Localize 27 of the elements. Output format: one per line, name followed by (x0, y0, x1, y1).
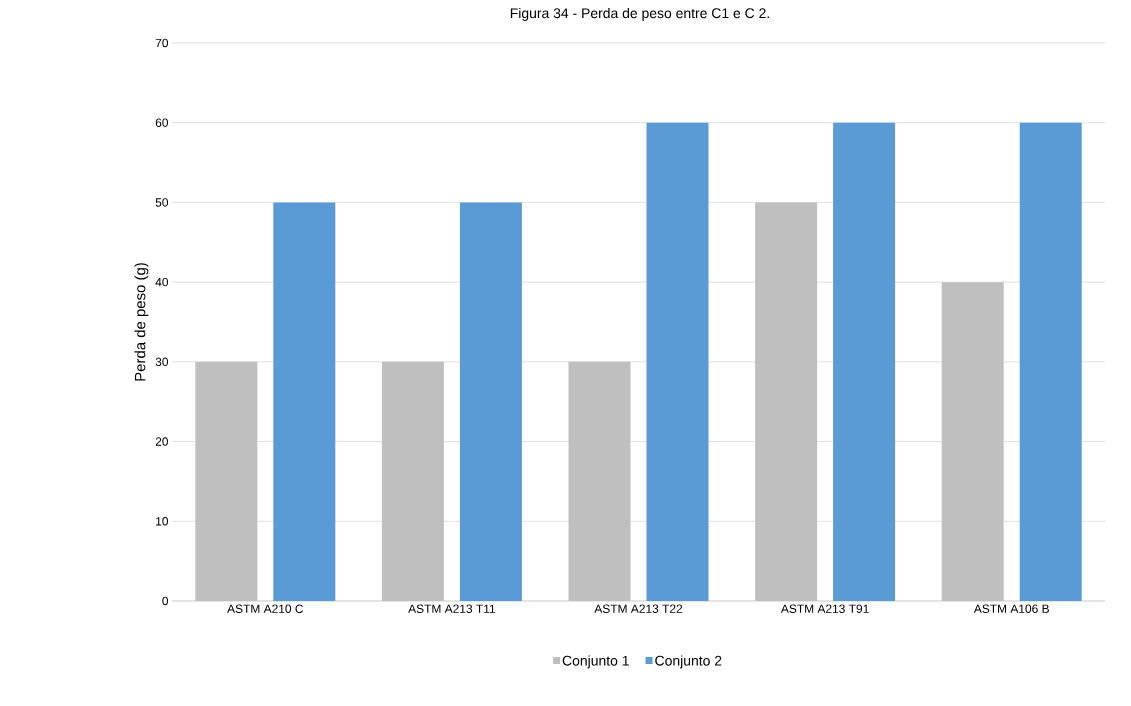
bar (273, 202, 336, 601)
bar (646, 122, 709, 601)
bar (195, 361, 258, 601)
x-tick-label: ASTM A213 T11 (408, 604, 496, 613)
y-tick-label: 0 (162, 596, 169, 606)
y-tick-label: 20 (155, 437, 169, 446)
x-tick-label: ASTM A106 B (973, 604, 1049, 613)
y-tick-label: 50 (155, 198, 169, 207)
x-tick-label: ASTM A213 T22 (594, 604, 683, 613)
chart-title: Figura 34 - Perda de peso entre C1 e C 2. (510, 7, 769, 21)
bar (459, 202, 522, 601)
bar (941, 282, 1004, 601)
x-tick-label: ASTM A213 T91 (780, 604, 869, 613)
y-tick-label: 10 (156, 517, 169, 526)
x-tick-label: ASTM A210 C (227, 604, 304, 613)
bar (833, 122, 896, 601)
bar (381, 361, 444, 601)
bar (1019, 122, 1082, 601)
y-tick-label: 70 (155, 38, 169, 48)
bar (568, 361, 631, 601)
bar (755, 202, 818, 601)
y-tick-label: 60 (155, 118, 169, 127)
y-axis-title: Perda de peso (g) (134, 263, 149, 381)
legend-label: Conjunto 1 (562, 655, 629, 669)
y-tick-label: 40 (155, 277, 169, 287)
legend-label: Conjunto 2 (655, 655, 722, 669)
y-tick-label: 30 (155, 357, 169, 367)
